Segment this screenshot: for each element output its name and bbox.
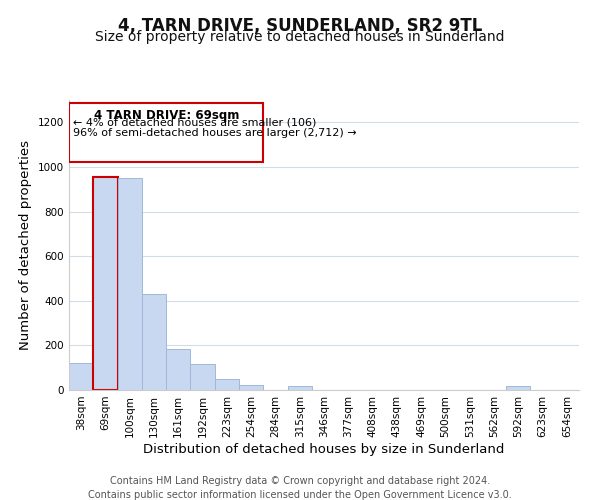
Text: 4, TARN DRIVE, SUNDERLAND, SR2 9TL: 4, TARN DRIVE, SUNDERLAND, SR2 9TL — [118, 18, 482, 36]
Bar — [118, 178, 142, 390]
Text: Size of property relative to detached houses in Sunderland: Size of property relative to detached ho… — [95, 30, 505, 44]
Text: ← 4% of detached houses are smaller (106): ← 4% of detached houses are smaller (106… — [73, 118, 317, 128]
Y-axis label: Number of detached properties: Number of detached properties — [19, 140, 32, 350]
Text: 4 TARN DRIVE: 69sqm: 4 TARN DRIVE: 69sqm — [94, 109, 239, 122]
Bar — [215, 380, 239, 390]
Bar — [239, 385, 263, 390]
Bar — [166, 348, 190, 390]
FancyBboxPatch shape — [70, 104, 263, 162]
Bar — [69, 363, 93, 390]
Bar — [93, 177, 118, 390]
Bar — [506, 386, 530, 390]
Text: Contains public sector information licensed under the Open Government Licence v3: Contains public sector information licen… — [88, 490, 512, 500]
Bar — [142, 294, 166, 390]
Text: 96% of semi-detached houses are larger (2,712) →: 96% of semi-detached houses are larger (… — [73, 128, 357, 138]
Bar — [190, 364, 215, 390]
Bar — [287, 386, 312, 390]
Text: Contains HM Land Registry data © Crown copyright and database right 2024.: Contains HM Land Registry data © Crown c… — [110, 476, 490, 486]
X-axis label: Distribution of detached houses by size in Sunderland: Distribution of detached houses by size … — [143, 442, 505, 456]
